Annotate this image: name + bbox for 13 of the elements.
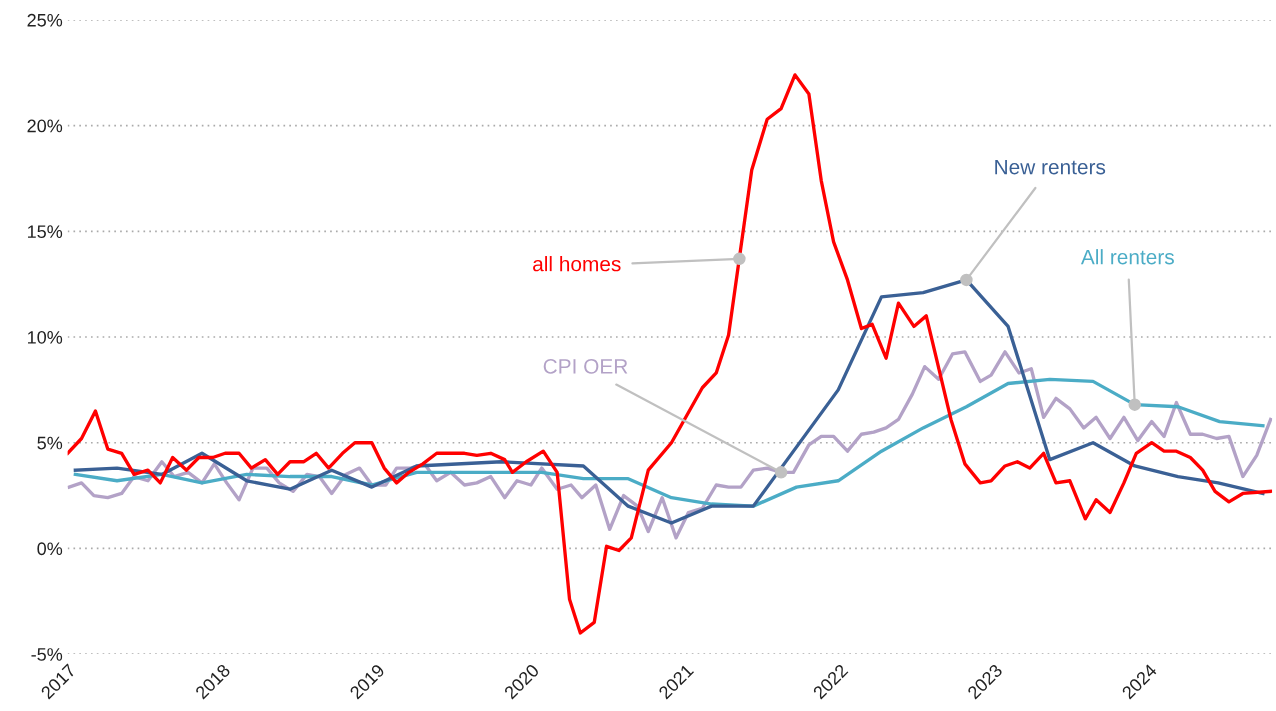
y-tick-label: 15% <box>28 225 63 239</box>
annotation: All renters <box>1080 249 1174 265</box>
y-tick-label: 25% <box>27 13 63 27</box>
annotation: all homes <box>533 256 621 272</box>
y-tick-label: 5% <box>37 436 63 450</box>
annotation: CPI OER <box>543 358 628 374</box>
line-series <box>67 350 1273 540</box>
y-tick-label: 0% <box>37 542 63 556</box>
y-tick-label: 10% <box>28 330 63 344</box>
y-tick-label: -5% <box>31 648 63 661</box>
annotation: New renters <box>995 159 1106 175</box>
line-series <box>67 73 1273 635</box>
y-tick-label: 20% <box>27 119 63 133</box>
